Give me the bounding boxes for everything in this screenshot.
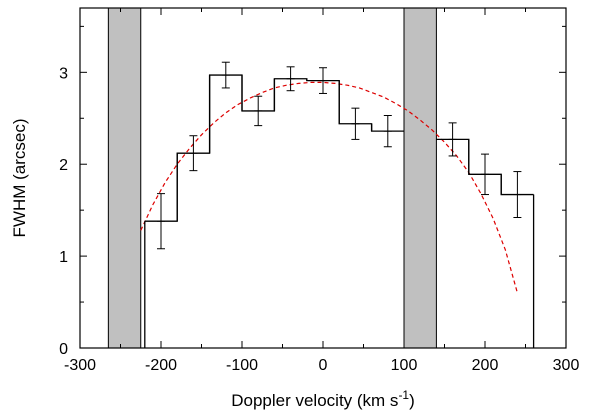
y-ticks: 0 1 2 3 [59,25,566,358]
plot-border [79,7,567,349]
x-ticks: -300 -200 -100 0 100 200 300 [64,8,579,374]
x-tick-label: 0 [319,357,328,374]
fit-curve-line [140,81,518,294]
x-tick-label: 300 [553,357,580,374]
y-tick-label: 3 [59,65,68,82]
y-tick-label: 1 [59,249,68,266]
y-tick-label: 2 [59,157,68,174]
x-tick-label: 100 [391,357,418,374]
histogram [144,74,535,348]
x-tick-label: -100 [226,357,258,374]
x-tick-label: 200 [472,357,499,374]
shaded-regions [107,7,437,349]
plot-frame [79,7,567,349]
y-tick-label: 0 [59,341,68,358]
y-axis-label: FWHM (arcsec) [10,119,29,238]
shaded-region-1 [403,7,437,349]
x-tick-label: -200 [145,357,177,374]
error-bars [157,61,522,250]
x-tick-label: -300 [64,357,96,374]
x-axis-label: Doppler velocity (km s-1) [231,388,415,410]
shaded-region-0 [107,7,142,349]
fit-curve [140,81,518,294]
